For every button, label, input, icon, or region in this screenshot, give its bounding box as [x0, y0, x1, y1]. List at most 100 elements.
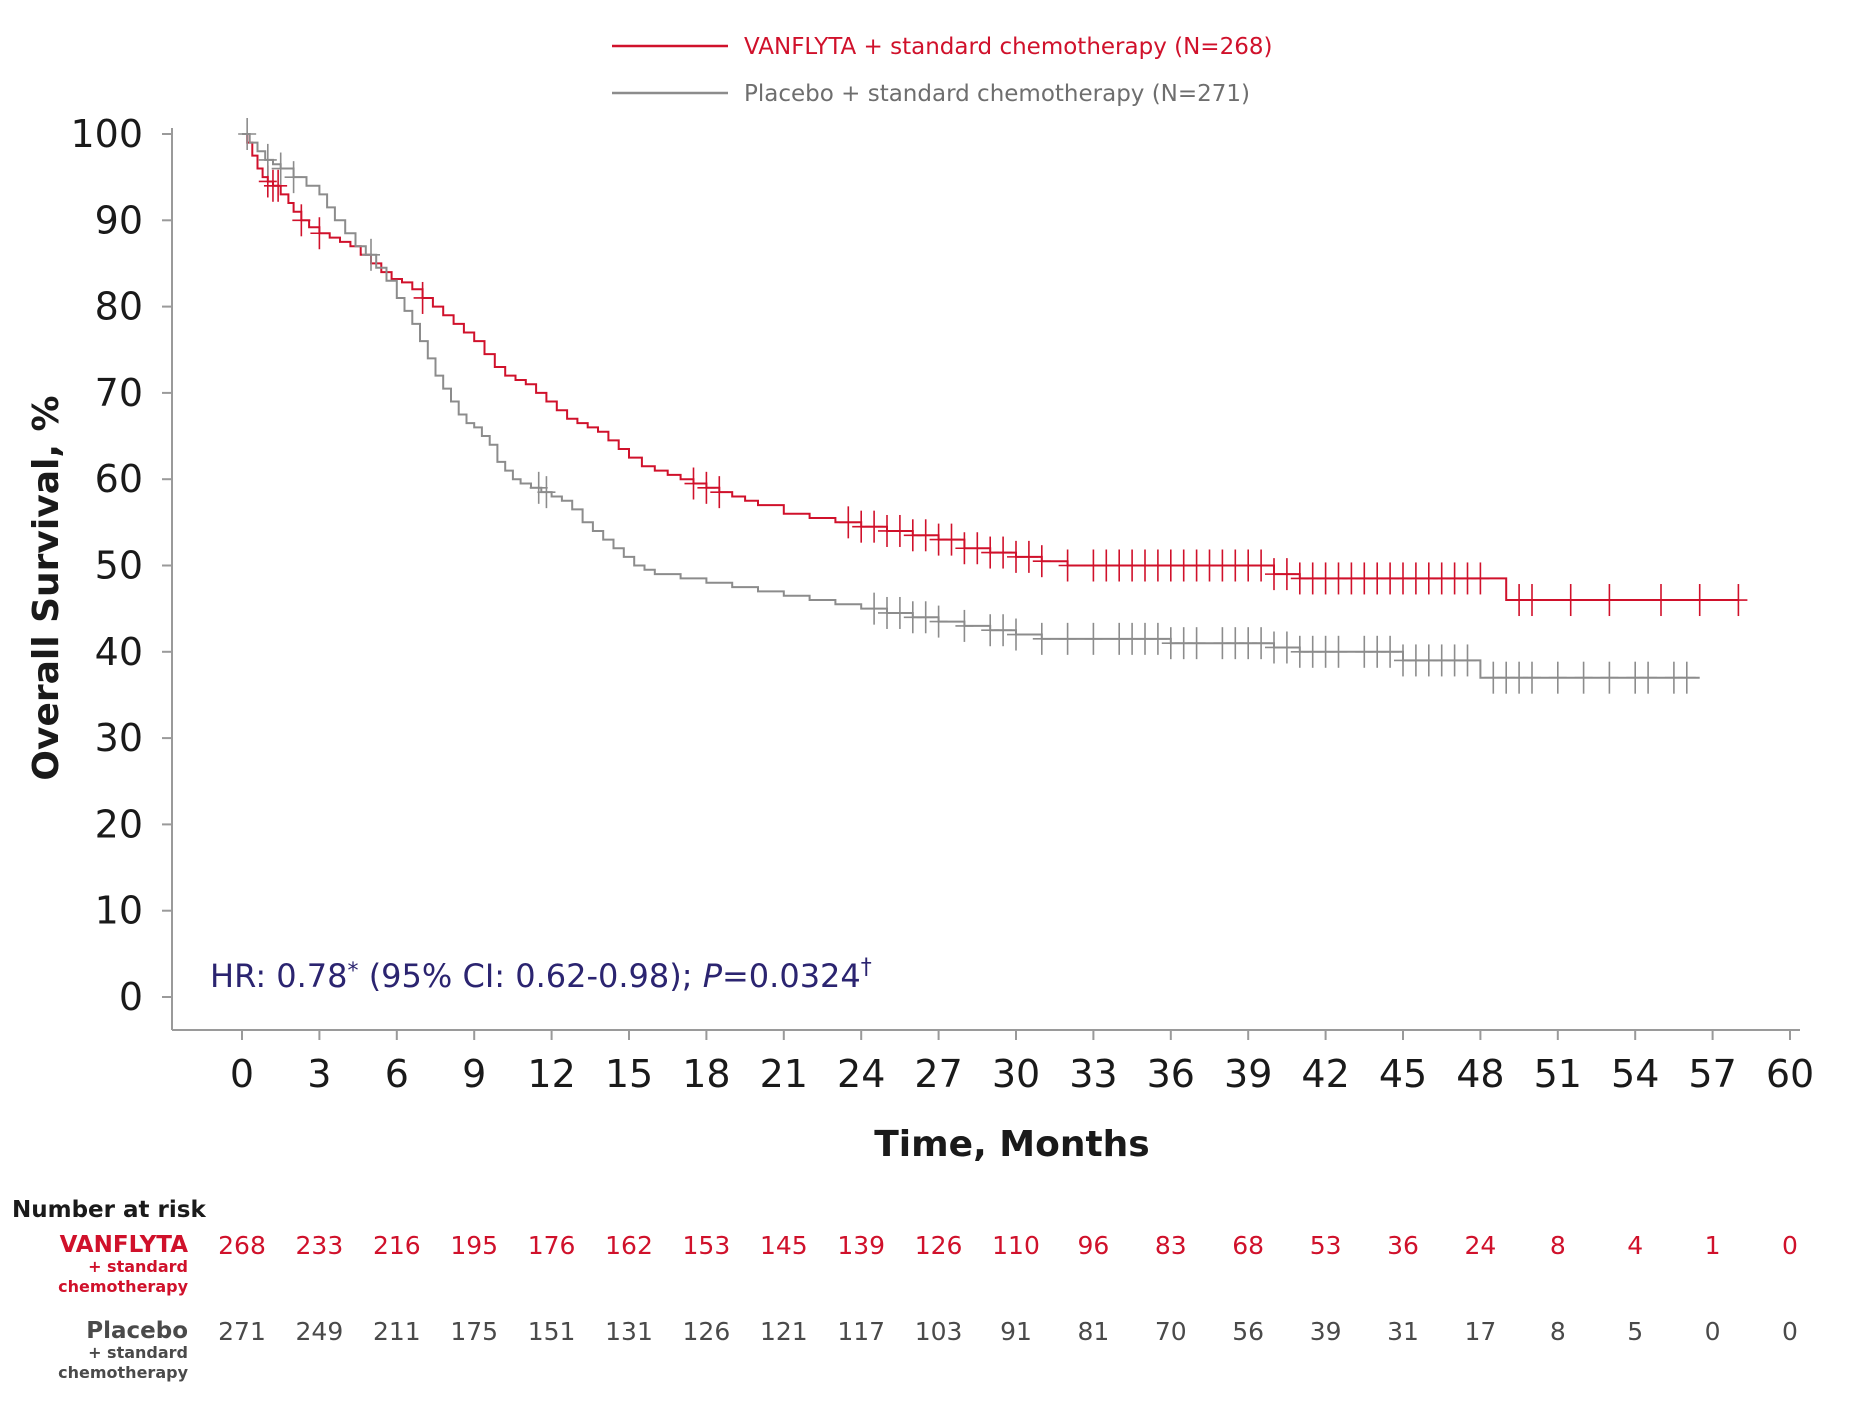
survival-curve	[242, 133, 1700, 679]
x-tick-label: 0	[230, 1052, 254, 1096]
risk-value: 4	[1627, 1231, 1643, 1260]
risk-row-placebo-sub1: + standard	[88, 1343, 188, 1362]
x-tick-label: 33	[1069, 1052, 1117, 1096]
y-tick-label: 70	[95, 371, 143, 415]
y-tick-label: 60	[95, 457, 143, 501]
risk-value: 8	[1550, 1317, 1566, 1346]
risk-value: 70	[1155, 1317, 1187, 1346]
x-tick-label: 9	[462, 1052, 486, 1096]
risk-value: 0	[1782, 1231, 1798, 1260]
risk-value: 145	[760, 1231, 808, 1260]
risk-table: Number at risk VANFLYTA + standard chemo…	[12, 1197, 1798, 1382]
risk-value: 0	[1782, 1317, 1798, 1346]
x-tick-label: 12	[527, 1052, 575, 1096]
legend-label-vanflyta: VANFLYTA + standard chemotherapy (N=268)	[744, 34, 1272, 60]
risk-row-placebo-sub2: chemotherapy	[58, 1363, 188, 1382]
risk-value: 271	[218, 1317, 266, 1346]
risk-value: 91	[1000, 1317, 1032, 1346]
series-vanflyta	[242, 133, 1748, 617]
risk-value: 153	[683, 1231, 731, 1260]
y-tick-label: 50	[95, 544, 143, 588]
risk-value: 31	[1387, 1317, 1419, 1346]
risk-value: 96	[1077, 1231, 1109, 1260]
y-tick-label: 40	[95, 630, 143, 674]
risk-value: 126	[683, 1317, 731, 1346]
risk-value: 53	[1310, 1231, 1342, 1260]
risk-value: 176	[528, 1231, 576, 1260]
y-tick-label: 100	[70, 112, 143, 156]
risk-row-vanflyta-label: VANFLYTA	[60, 1232, 189, 1258]
risk-value: 81	[1077, 1317, 1109, 1346]
risk-row-vanflyta-sub1: + standard	[88, 1257, 188, 1276]
axes	[171, 128, 1800, 1031]
risk-value: 126	[915, 1231, 963, 1260]
risk-value: 8	[1550, 1231, 1566, 1260]
legend: VANFLYTA + standard chemotherapy (N=268)…	[612, 34, 1272, 107]
x-tick-label: 39	[1224, 1052, 1272, 1096]
risk-value: 0	[1705, 1317, 1721, 1346]
hr-mark2: †	[861, 955, 872, 980]
risk-value: 5	[1627, 1317, 1643, 1346]
x-axis-title: Time, Months	[874, 1124, 1149, 1165]
y-tick-label: 90	[95, 198, 143, 242]
survival-curves	[238, 118, 1748, 694]
legend-label-placebo: Placebo + standard chemotherapy (N=271)	[744, 81, 1250, 107]
risk-value: 83	[1155, 1231, 1187, 1260]
risk-value: 268	[218, 1231, 266, 1260]
y-tick-label: 10	[95, 889, 143, 933]
risk-value: 17	[1464, 1317, 1496, 1346]
y-axis-title: Overall Survival, %	[26, 395, 67, 780]
y-ticks: 0 10 20 30 40 50 60 70 80 90 100	[70, 112, 172, 1019]
hr-p-value: =0.0324	[722, 957, 861, 995]
x-tick-label: 57	[1688, 1052, 1736, 1096]
x-ticks: 0 3 6 9 12 15 18 21 24 27 30 33 36 39 42 45 48 51 54 57 60	[230, 1030, 1814, 1096]
x-tick-label: 3	[307, 1052, 331, 1096]
risk-value: 24	[1464, 1231, 1496, 1260]
risk-value: 249	[296, 1317, 344, 1346]
risk-value: 131	[605, 1317, 653, 1346]
series-placebo	[238, 118, 1700, 694]
risk-value: 110	[992, 1231, 1040, 1260]
x-tick-label: 54	[1611, 1052, 1659, 1096]
y-tick-label: 80	[95, 285, 143, 329]
x-tick-label: 48	[1456, 1052, 1504, 1096]
risk-table-header: Number at risk	[12, 1197, 206, 1223]
risk-values: 268 233 216 195 176 162 153 145 139 126 110 96 83 68 5…	[218, 1231, 1798, 1346]
x-tick-label: 24	[837, 1052, 885, 1096]
hazard-ratio-annotation: HR: 0.78* (95% CI: 0.62-0.98); P=0.0324†	[210, 955, 872, 995]
risk-value: 121	[760, 1317, 808, 1346]
risk-value: 139	[837, 1231, 885, 1260]
x-tick-label: 15	[605, 1052, 653, 1096]
y-tick-label: 30	[95, 716, 143, 760]
x-tick-label: 51	[1534, 1052, 1582, 1096]
x-tick-label: 6	[385, 1052, 409, 1096]
risk-row-vanflyta-sub2: chemotherapy	[58, 1277, 188, 1296]
risk-value: 162	[605, 1231, 653, 1260]
survival-curve	[242, 133, 1739, 601]
x-tick-label: 36	[1147, 1052, 1195, 1096]
risk-value: 39	[1310, 1317, 1342, 1346]
risk-value: 216	[373, 1231, 421, 1260]
x-tick-label: 21	[760, 1052, 808, 1096]
x-tick-label: 45	[1379, 1052, 1427, 1096]
risk-value: 36	[1387, 1231, 1419, 1260]
hr-mark1: *	[348, 959, 359, 984]
risk-value: 117	[837, 1317, 885, 1346]
y-tick-label: 20	[95, 802, 143, 846]
x-tick-label: 30	[992, 1052, 1040, 1096]
risk-value: 103	[915, 1317, 963, 1346]
x-tick-label: 27	[914, 1052, 962, 1096]
risk-value: 233	[296, 1231, 344, 1260]
risk-value: 211	[373, 1317, 421, 1346]
hr-ci: (95% CI: 0.62-0.98);	[359, 957, 703, 995]
risk-value: 68	[1232, 1231, 1264, 1260]
y-tick-label: 0	[119, 975, 143, 1019]
hr-prefix: HR: 0.78	[210, 957, 348, 995]
risk-value: 1	[1705, 1231, 1721, 1260]
x-tick-label: 60	[1766, 1052, 1814, 1096]
risk-value: 195	[450, 1231, 498, 1260]
risk-value: 56	[1232, 1317, 1264, 1346]
hr-p-label: P	[703, 957, 723, 995]
risk-value: 151	[528, 1317, 576, 1346]
